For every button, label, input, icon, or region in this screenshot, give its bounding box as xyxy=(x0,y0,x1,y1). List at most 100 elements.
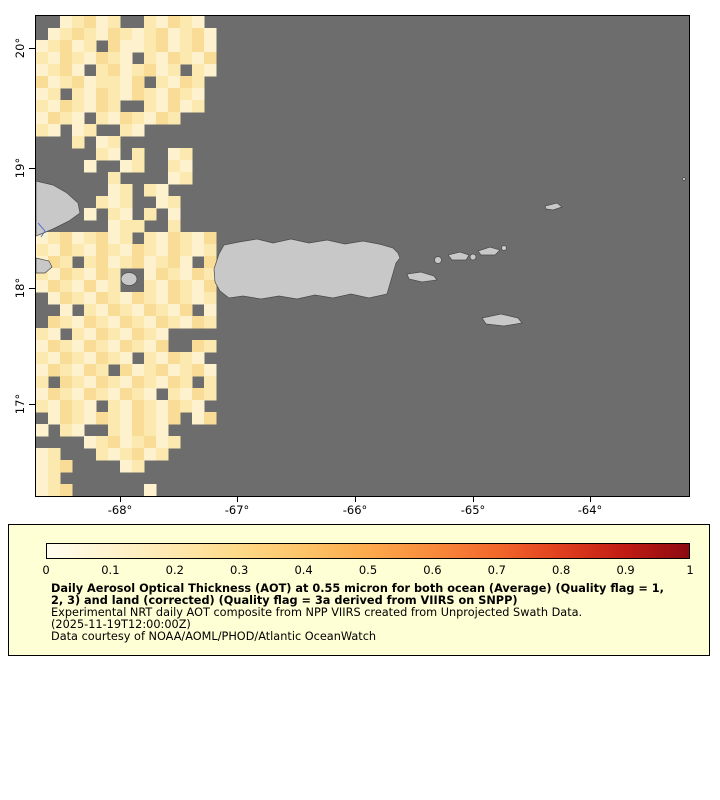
st-croix-island xyxy=(481,313,523,327)
aot-cell xyxy=(204,316,217,329)
colorbar-tick-labels: 0 0.1 0.2 0.3 0.4 0.5 0.6 0.7 0.8 0.9 1 xyxy=(42,563,693,577)
aot-cell xyxy=(120,124,133,137)
aot-cell xyxy=(156,280,169,293)
aot-cell xyxy=(72,340,85,353)
vieques-island xyxy=(406,271,438,283)
aot-cell xyxy=(144,388,157,401)
aot-cell xyxy=(96,232,109,245)
aot-cell xyxy=(108,400,121,413)
aot-cell xyxy=(84,76,97,89)
aot-cell xyxy=(60,232,73,245)
aot-cell xyxy=(120,64,133,77)
legend-title-line2: 2, 3) and land (corrected) (Quality flag… xyxy=(51,593,518,607)
aot-cell xyxy=(60,52,73,65)
aot-cell xyxy=(144,268,157,281)
aot-cell xyxy=(192,100,205,113)
legend-title-line1: Daily Aerosol Optical Thickness (AOT) at… xyxy=(51,582,664,595)
aot-cell xyxy=(132,112,145,125)
aot-cell xyxy=(156,28,169,41)
aot-cell xyxy=(108,148,121,161)
x-tick-mark xyxy=(355,497,356,502)
aot-cell xyxy=(84,388,97,401)
aot-cell xyxy=(36,424,49,437)
aot-cell xyxy=(84,88,97,101)
aot-cell xyxy=(96,268,109,281)
aot-cell xyxy=(204,304,217,317)
aot-cell xyxy=(96,16,109,29)
aot-cell xyxy=(180,352,193,365)
legend-caption: Daily Aerosol Optical Thickness (AOT) at… xyxy=(51,583,664,643)
colorbar-tick-label: 0 xyxy=(42,563,50,577)
aot-data-layer xyxy=(36,16,217,496)
x-tick-label: -65° xyxy=(460,503,486,517)
aot-cell xyxy=(108,280,121,293)
aot-cell xyxy=(60,76,73,89)
aot-cell xyxy=(192,400,205,413)
aot-cell xyxy=(168,172,181,185)
aot-cell xyxy=(60,28,73,41)
aot-cell xyxy=(84,40,97,53)
aot-cell xyxy=(168,316,181,329)
aot-cell xyxy=(96,388,109,401)
aot-cell xyxy=(192,292,205,305)
aot-cell xyxy=(120,352,133,365)
aot-cell xyxy=(48,64,61,77)
aot-cell xyxy=(144,184,157,197)
aot-cell xyxy=(96,136,109,149)
aot-cell xyxy=(36,64,49,77)
colorbar-tick-label: 0.4 xyxy=(294,563,313,577)
aot-cell xyxy=(72,52,85,65)
aot-cell xyxy=(96,100,109,113)
aot-cell xyxy=(48,460,61,473)
aot-cell xyxy=(144,412,157,425)
aot-cell xyxy=(36,400,49,413)
aot-cell xyxy=(84,376,97,389)
aot-cell xyxy=(60,292,73,305)
aot-cell xyxy=(108,196,121,209)
aot-cell xyxy=(144,280,157,293)
aot-cell xyxy=(72,232,85,245)
aot-cell xyxy=(84,400,97,413)
aot-cell xyxy=(156,424,169,437)
aot-cell xyxy=(156,76,169,89)
aot-cell xyxy=(60,388,73,401)
aot-cell xyxy=(96,376,109,389)
aot-cell xyxy=(156,256,169,269)
aot-cell xyxy=(72,400,85,413)
aot-cell xyxy=(72,292,85,305)
aot-cell xyxy=(120,400,133,413)
aot-cell xyxy=(120,232,133,245)
aot-cell xyxy=(96,280,109,293)
aot-cell xyxy=(168,196,181,209)
aot-cell xyxy=(168,388,181,401)
aot-cell xyxy=(72,100,85,113)
aot-cell xyxy=(108,412,121,425)
aot-cell xyxy=(96,292,109,305)
aot-cell xyxy=(168,412,181,425)
aot-cell xyxy=(108,388,121,401)
aot-cell xyxy=(72,352,85,365)
aot-cell xyxy=(144,292,157,305)
aot-cell xyxy=(168,76,181,89)
aot-cell xyxy=(96,88,109,101)
aot-cell xyxy=(60,268,73,281)
aot-cell xyxy=(144,400,157,413)
y-tick-mark xyxy=(29,404,35,405)
aot-cell xyxy=(192,244,205,257)
aot-cell xyxy=(168,280,181,293)
aot-cell xyxy=(132,220,145,233)
aot-cell xyxy=(108,76,121,89)
aot-cell xyxy=(192,280,205,293)
aot-cell xyxy=(84,232,97,245)
aot-cell xyxy=(96,76,109,89)
aot-cell xyxy=(36,88,49,101)
aot-cell xyxy=(120,256,133,269)
st-thomas-island xyxy=(447,251,470,261)
aot-cell xyxy=(84,16,97,29)
aot-cell xyxy=(168,292,181,305)
aot-cell xyxy=(120,328,133,341)
aot-cell xyxy=(36,100,49,113)
aot-cell xyxy=(144,484,157,496)
aot-cell xyxy=(168,148,181,161)
